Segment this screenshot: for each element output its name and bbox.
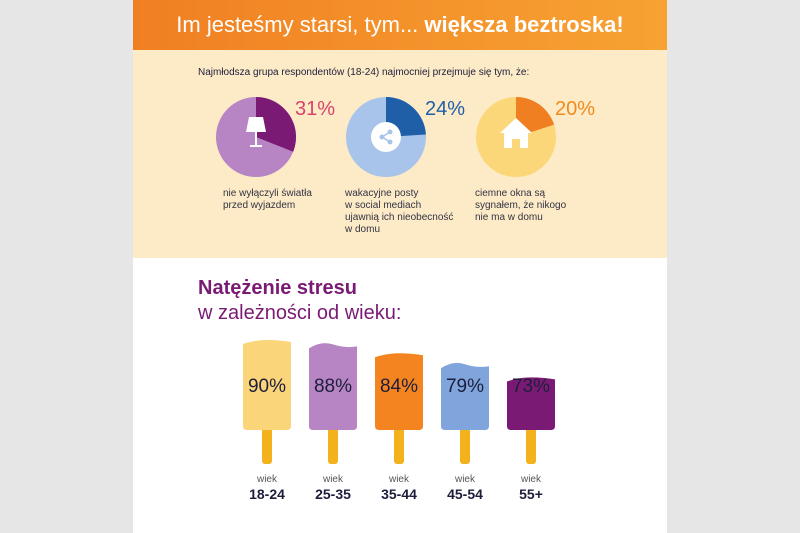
age-range: 25-35	[315, 486, 351, 502]
popsicle-stick	[460, 428, 470, 464]
age-range: 18-24	[249, 486, 285, 502]
stat-description-line: w social mediach	[345, 200, 422, 211]
pie-chart-1	[216, 97, 296, 177]
popsicle-graphic	[507, 377, 555, 464]
stat-description-line: nie wyłączyli światła	[223, 188, 312, 199]
popsicle-body	[375, 353, 423, 430]
infographic: Im jesteśmy starsi, tym... większa beztr…	[133, 0, 667, 533]
popsicle-graphic	[441, 362, 489, 464]
popsicle-body	[441, 362, 489, 430]
stats-section: Najmłodsza grupa respondentów (18-24) na…	[133, 50, 667, 258]
popsicle-stick	[262, 428, 272, 464]
stat-description: nie wyłączyli światła przed wyjazdem	[223, 188, 343, 212]
stats-intro: Najmłodsza grupa respondentów (18-24) na…	[198, 67, 530, 78]
popsicle-value: 79%	[445, 376, 485, 397]
stat-description-line: wakacyjne posty	[345, 188, 419, 199]
popsicle-value: 73%	[511, 376, 551, 397]
popsicle-4: 79% wiek 45-54	[439, 340, 495, 533]
popsicle-graphic	[243, 340, 291, 464]
stat-item-2: 24% wakacyjne posty w social mediach ujawni…	[345, 96, 505, 246]
popsicle-body	[309, 343, 357, 430]
pie-chart-2	[346, 97, 426, 177]
age-label: wiek	[520, 474, 541, 485]
age-label: wiek	[388, 474, 409, 485]
house-icon	[500, 118, 532, 148]
stat-description-line: ciemne okna są	[475, 188, 546, 199]
stress-title-line1: Natężenie stresu	[198, 277, 357, 299]
age-range: 35-44	[381, 486, 417, 502]
stress-title-line2: w zależności od wieku:	[198, 302, 402, 324]
age-range: 55+	[519, 486, 543, 502]
stat-description-line: sygnałem, że nikogo	[475, 200, 567, 211]
popsicle-value: 90%	[247, 376, 287, 397]
banner-title-regular: Im jesteśmy starsi, tym...	[176, 12, 419, 37]
popsicle-body	[243, 340, 291, 430]
popsicle-3: 84% wiek 35-44	[373, 340, 429, 533]
age-range: 45-54	[447, 486, 483, 502]
popsicle-2: 88% wiek 25-35	[307, 340, 363, 533]
pie-chart-3	[476, 97, 556, 177]
popsicle-stick	[328, 428, 338, 464]
stat-description-line: przed wyjazdem	[223, 200, 296, 211]
stat-description-line: nie ma w domu	[475, 212, 543, 223]
popsicle-chart: 90% wiek 18-24 88% wiek 25-35 84% wiek 35-44 79% w…	[133, 340, 667, 533]
popsicle-5: 73% wiek 55+	[505, 340, 561, 533]
popsicle-1: 90% wiek 18-24	[241, 340, 297, 533]
popsicle-value: 88%	[313, 376, 353, 397]
stress-title: Natężenie stresu w zależności od wieku:	[198, 275, 401, 325]
stat-item-1: 31% nie wyłączyli światła przed wyjazdem	[215, 96, 375, 246]
header-banner: Im jesteśmy starsi, tym... większa beztr…	[133, 0, 667, 50]
lamp-icon	[246, 117, 266, 147]
popsicle-stick	[526, 428, 536, 464]
age-label: wiek	[256, 474, 277, 485]
stat-item-3: 20% ciemne okna są sygnałem, że nikogo nie …	[475, 96, 635, 246]
popsicle-graphic	[309, 343, 357, 464]
popsicle-body	[507, 377, 555, 430]
stat-description: wakacyjne posty w social mediach ujawnią i…	[345, 188, 465, 236]
popsicle-stick	[394, 428, 404, 464]
pie-slice	[256, 97, 296, 152]
age-label: wiek	[454, 474, 475, 485]
stat-percent: 24%	[425, 98, 466, 120]
popsicle-graphic	[375, 353, 423, 464]
stat-description-line: ujawnią ich nieobecność	[345, 212, 454, 223]
age-label: wiek	[322, 474, 343, 485]
stat-percent: 20%	[555, 98, 596, 120]
stat-description-line: w domu	[345, 224, 381, 235]
stat-description: ciemne okna są sygnałem, że nikogo nie ma …	[475, 188, 595, 224]
stat-percent: 31%	[295, 98, 336, 120]
share-icon	[371, 122, 401, 152]
banner-title-bold: większa beztroska!	[424, 12, 624, 37]
popsicle-value: 84%	[379, 376, 419, 397]
